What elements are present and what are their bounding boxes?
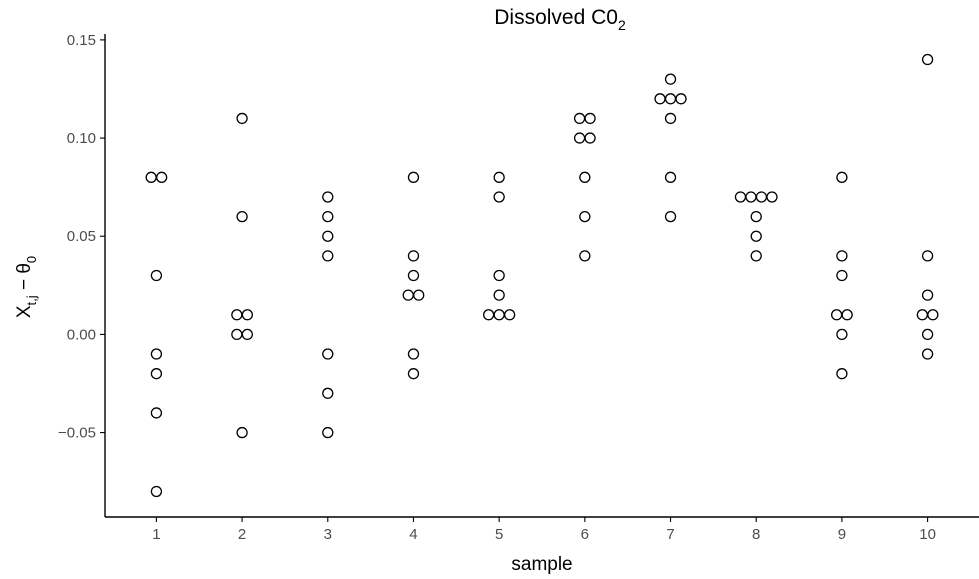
x-tick-label: 1 [152, 526, 160, 543]
data-point [413, 289, 425, 301]
data-point [675, 93, 687, 105]
chart-title-main: Dissolved C0 [494, 6, 618, 29]
data-point [579, 171, 591, 183]
y-tick-label: −0.05 [58, 425, 96, 442]
data-point [407, 368, 420, 380]
y-tick-label: 0.15 [67, 32, 96, 49]
data-point [927, 309, 939, 321]
data-point [493, 269, 505, 282]
data-point [664, 210, 677, 223]
data-point [664, 171, 677, 183]
data-point [322, 230, 334, 242]
x-axis-label: sample [511, 554, 572, 575]
x-tick-label: 2 [238, 526, 246, 543]
x-tick-label: 4 [409, 526, 417, 543]
data-point [831, 309, 843, 321]
y-axis-label: Xt,j − θ0 [14, 256, 39, 318]
data-point [921, 289, 934, 301]
data-point [584, 132, 596, 144]
data-point [841, 309, 853, 321]
data-point [150, 269, 163, 282]
chart-title-subscript: 2 [618, 17, 626, 33]
data-point [231, 309, 243, 321]
x-tick-label: 8 [752, 526, 760, 543]
x-axis: 1 2 3 4 5 6 7 8 9 10 [105, 516, 979, 543]
data-point [584, 112, 596, 125]
data-point [236, 210, 248, 223]
data-points [145, 53, 939, 498]
x-tick-label: 7 [666, 526, 674, 543]
data-point [664, 73, 677, 85]
data-point [407, 250, 420, 262]
data-point [322, 426, 334, 439]
data-point [322, 387, 334, 399]
data-point [483, 309, 495, 321]
data-point [145, 171, 157, 183]
y-tick-label: 0.05 [67, 228, 96, 245]
x-tick-label: 3 [324, 526, 332, 543]
y-axis: −0.05 0.00 0.05 0.10 0.15 [58, 32, 106, 517]
data-point [236, 426, 248, 439]
data-point [921, 328, 934, 341]
data-point [750, 230, 762, 242]
data-point [755, 191, 768, 203]
data-point [322, 250, 334, 262]
data-point [836, 328, 848, 341]
data-point [573, 132, 586, 144]
data-point [493, 289, 505, 301]
data-point [236, 112, 248, 125]
data-point [745, 191, 757, 203]
data-point [493, 171, 505, 183]
data-point [150, 485, 163, 498]
data-point [921, 53, 934, 66]
data-point [836, 269, 848, 282]
data-point [493, 191, 505, 203]
data-point [664, 93, 677, 105]
y-label-sub2: 0 [24, 256, 39, 263]
data-point [407, 171, 420, 183]
y-label-base2: θ [14, 263, 35, 274]
y-label-base: X [14, 305, 35, 318]
data-point [836, 250, 848, 262]
data-point [407, 348, 420, 360]
data-point [241, 328, 253, 341]
y-label-op: − [14, 274, 35, 296]
data-point [579, 210, 591, 223]
data-point [921, 250, 934, 262]
data-point [573, 112, 586, 125]
data-point [579, 250, 591, 262]
y-tick-label: 0.10 [67, 130, 96, 147]
data-point [664, 112, 677, 125]
data-point [750, 210, 762, 223]
data-point [836, 171, 848, 183]
data-point [407, 269, 420, 282]
data-point [836, 368, 848, 380]
data-point [493, 309, 505, 321]
y-label-sub: t,j [24, 295, 39, 305]
data-point [322, 191, 334, 203]
data-point [322, 348, 334, 360]
data-point [921, 348, 934, 360]
data-point [766, 191, 778, 203]
data-point [241, 309, 253, 321]
x-tick-label: 5 [495, 526, 503, 543]
data-point [750, 250, 762, 262]
data-point [150, 407, 163, 419]
data-point [231, 328, 243, 341]
data-point [916, 309, 928, 321]
chart-title: Dissolved C02 [494, 6, 626, 33]
data-point [402, 289, 414, 301]
data-point [734, 191, 747, 203]
x-tick-label: 9 [838, 526, 846, 543]
x-tick-label: 10 [919, 526, 936, 543]
data-point [322, 210, 334, 223]
x-tick-label: 6 [581, 526, 589, 543]
data-point [504, 309, 516, 321]
data-point [654, 93, 666, 105]
data-point [150, 368, 163, 380]
data-point [150, 348, 163, 360]
data-point [156, 171, 168, 183]
y-tick-label: 0.00 [67, 326, 96, 343]
